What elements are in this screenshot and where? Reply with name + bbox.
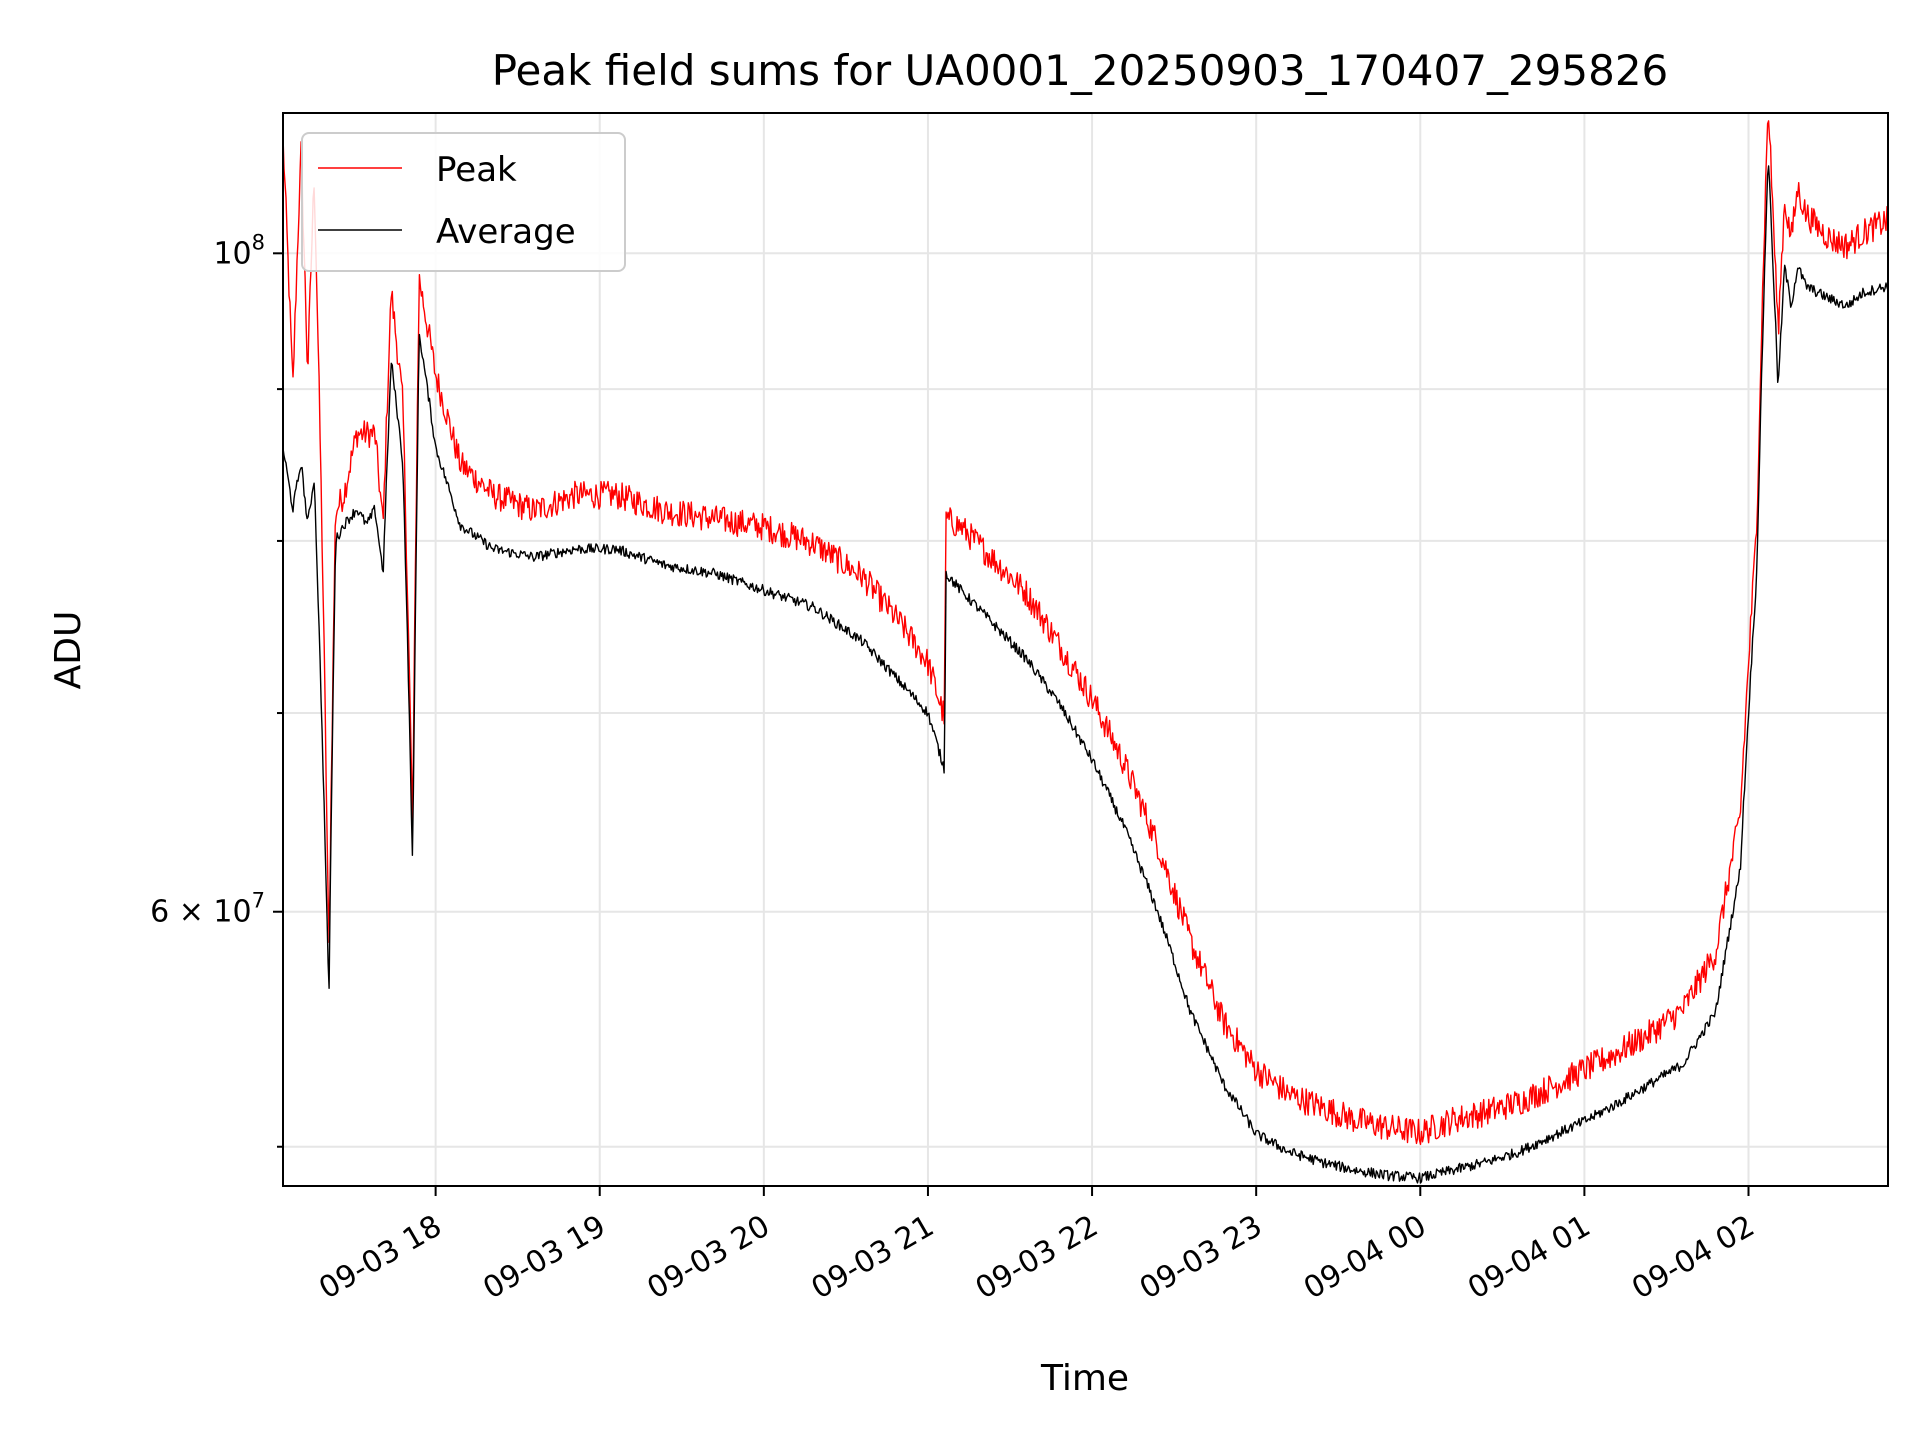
series-layer bbox=[283, 120, 1888, 1184]
legend: Peak Average bbox=[301, 132, 626, 272]
y-tick-label: 108 bbox=[213, 230, 265, 271]
y-tick-label: 6 × 107 bbox=[150, 889, 265, 930]
legend-label-peak: Peak bbox=[436, 150, 517, 190]
y-tick-base: 10 bbox=[213, 236, 251, 271]
y-tick-base: 6 × 10 bbox=[150, 895, 251, 930]
chart-title: Peak field sums for UA0001_20250903_1704… bbox=[492, 46, 1669, 95]
y-tick-exponent: 8 bbox=[252, 230, 265, 254]
plot-frame bbox=[282, 112, 1889, 1187]
x-axis-label: Time bbox=[1040, 1358, 1129, 1399]
y-axis-label: ADU bbox=[48, 611, 89, 690]
series-line-peak bbox=[283, 120, 1888, 1145]
grid-layer bbox=[283, 113, 1888, 1186]
legend-label-average: Average bbox=[436, 212, 576, 252]
y-tick-exponent: 7 bbox=[252, 889, 265, 913]
series-line-average bbox=[283, 165, 1888, 1184]
